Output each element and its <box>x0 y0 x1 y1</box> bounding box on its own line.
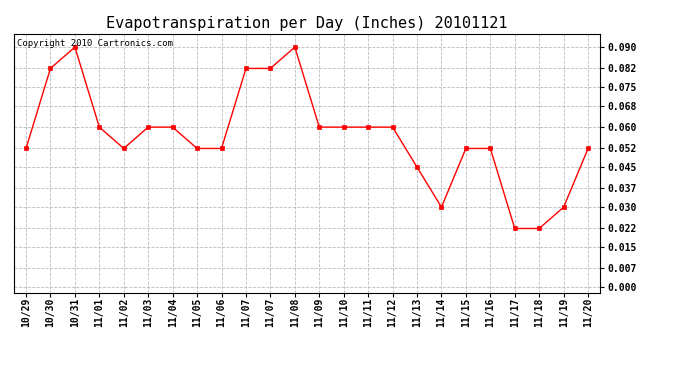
Text: Copyright 2010 Cartronics.com: Copyright 2010 Cartronics.com <box>17 39 172 48</box>
Title: Evapotranspiration per Day (Inches) 20101121: Evapotranspiration per Day (Inches) 2010… <box>106 16 508 31</box>
